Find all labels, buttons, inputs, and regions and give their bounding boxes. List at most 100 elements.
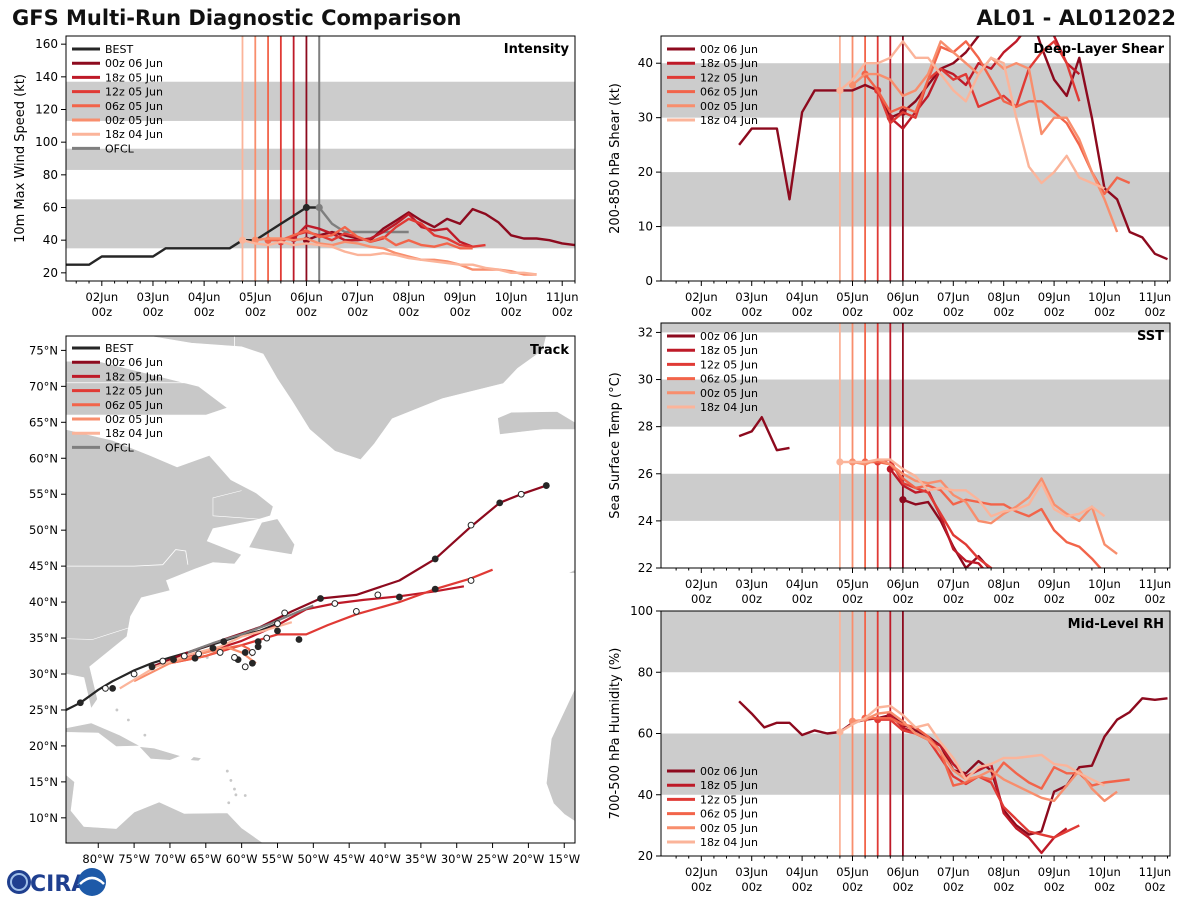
rh-xtick-label-hour: 00z (993, 880, 1014, 894)
sst-xtick-label-date: 07Jun (937, 577, 970, 591)
track-point-filled-4 (209, 644, 217, 652)
track-legend-entry-ofcl: OFCL (105, 441, 135, 454)
sst-title: SST (1137, 329, 1164, 344)
track-land-10 (189, 756, 203, 762)
sst-ytick-label: 28 (638, 420, 653, 434)
shear-xtick-label-hour: 00z (943, 305, 964, 319)
rh-xtick-label-date: 09Jun (1038, 865, 1071, 879)
sst-xtick-label-hour: 00z (1094, 592, 1115, 606)
track-island-7 (234, 793, 238, 797)
sst-series-06z-05-jun-4 (865, 460, 1102, 568)
sst-xtick-label-hour: 00z (943, 592, 964, 606)
intensity-series-18z-05-jun-3 (292, 212, 474, 248)
track-title: Track (530, 343, 569, 358)
shear-xtick-label-date: 03Jun (735, 290, 768, 304)
track-point-open-12 (374, 591, 382, 599)
track-point-open-11 (331, 600, 339, 607)
cira-logo: CIRA (7, 868, 106, 897)
sst-legend-entry-18z-05-jun: 18z 05 Jun (700, 344, 758, 357)
sst-xtick-label-hour: 00z (741, 592, 762, 606)
track-island-3 (143, 733, 147, 737)
track-land-5 (66, 722, 141, 747)
panel-track: 80°W 75°W 70°W 65°W 60°W 55°W 50°W 45°W 40°W 35°W… (29, 335, 580, 866)
track-point-open-13 (352, 608, 360, 615)
shear-legend-entry-06z-05-jun: 06z 05 Jun (700, 86, 758, 99)
sst-xtick-label-hour: 00z (993, 592, 1014, 606)
track-ytick-label: 10°N (29, 811, 58, 825)
track-xtick-label: 50°W (297, 852, 329, 866)
rh-xtick-label-hour: 00z (842, 880, 863, 894)
rh-xtick-label-date: 03Jun (735, 865, 768, 879)
intensity-xtick-label-hour: 00z (245, 305, 266, 319)
track-point-open-10 (281, 609, 289, 617)
intensity-xtick-label-hour: 00z (143, 305, 164, 319)
sst-legend-entry-12z-05-jun: 12z 05 Jun (700, 358, 758, 371)
shear-ytick-label: 0 (645, 274, 653, 288)
rh-xtick-label-date: 11Jun (1139, 865, 1172, 879)
track-land-7 (66, 774, 264, 843)
track-ytick-label: 55°N (29, 487, 58, 501)
intensity-band-2 (66, 81, 575, 121)
sst-legend-entry-18z-04-jun: 18z 04 Jun (700, 401, 758, 414)
intensity-legend-entry-18z-04-jun: 18z 04 Jun (105, 128, 163, 141)
track-point-filled-18 (220, 638, 228, 646)
intensity-xtick-label-hour: 00z (501, 305, 522, 319)
shear-title: Deep-Layer Shear (1033, 42, 1164, 57)
track-point-filled-0 (76, 699, 84, 707)
track-island-1 (115, 708, 119, 712)
shear-xtick-label-hour: 00z (993, 305, 1014, 319)
track-legend-entry-best: BEST (105, 342, 133, 355)
track-xtick-label: 35°W (405, 852, 437, 866)
track-island-6 (233, 787, 236, 791)
track-point-open-3 (180, 652, 188, 660)
rh-xtick-label-hour: 00z (1044, 880, 1065, 894)
shear-ytick-label: 30 (638, 111, 653, 125)
track-xtick-label: 70°W (154, 852, 186, 866)
track-point-open-9 (274, 620, 281, 628)
track-island-9 (243, 794, 247, 797)
intensity-xtick-label-date: 10Jun (495, 290, 528, 304)
track-xtick-label: 30°W (441, 852, 473, 866)
rh-legend-entry-06z-05-jun: 06z 05 Jun (700, 808, 758, 821)
track-xtick-label: 40°W (369, 852, 401, 866)
rh-ytick-label: 20 (638, 849, 653, 863)
intensity-xtick-label-date: 11Jun (546, 290, 579, 304)
shear-xtick-label-date: 04Jun (786, 290, 819, 304)
track-point-filled-8 (254, 643, 262, 651)
rh-legend-entry-18z-04-jun: 18z 04 Jun (700, 836, 758, 849)
rh-plot-area (661, 611, 1170, 856)
track-ytick-label: 20°N (29, 739, 58, 753)
intensity-ylabel: 10m Max Wind Speed (kt) (13, 74, 28, 243)
shear-xtick-label-hour: 00z (1094, 305, 1115, 319)
intensity-xtick-label-date: 06Jun (290, 290, 323, 304)
track-land-1 (248, 518, 296, 555)
track-land-0 (66, 336, 274, 710)
sst-series-12z-05-jun-3 (877, 458, 993, 568)
rh-title: Mid-Level RH (1068, 617, 1164, 632)
panel-sst: 22242628303202Jun00z03Jun00z04Jun00z05Ju… (608, 322, 1171, 606)
track-border-labrador (212, 490, 263, 520)
intensity-legend-entry-00z-06-jun: 00z 06 Jun (105, 57, 163, 70)
track-land-4 (497, 411, 575, 435)
track-border-state (66, 626, 131, 640)
track-legend-entry-18z-04-jun: 18z 04 Jun (105, 427, 163, 440)
shear-xtick-label-hour: 00z (893, 305, 914, 319)
rh-band-0 (661, 733, 1170, 795)
track-point-open-2 (159, 657, 167, 665)
rh-xtick-label-hour: 00z (1094, 880, 1115, 894)
rh-ytick-label: 80 (638, 665, 653, 679)
sst-band-2 (661, 323, 1170, 333)
intensity-xtick-label-date: 02Jun (86, 290, 119, 304)
rh-legend-entry-00z-06-jun: 00z 06 Jun (700, 765, 758, 778)
sst-xtick-label-date: 02Jun (685, 577, 718, 591)
track-ytick-label: 15°N (29, 775, 58, 789)
shear-xtick-label-date: 06Jun (887, 290, 920, 304)
track-xtick-label: 75°W (118, 852, 150, 866)
shear-xtick-label-date: 09Jun (1038, 290, 1071, 304)
track-ytick-label: 30°N (29, 667, 58, 681)
intensity-ytick-label: 40 (43, 233, 58, 247)
intensity-marker-18z-04-jun (238, 236, 247, 244)
track-border-nunavut (212, 336, 235, 459)
rh-legend-entry-12z-05-jun: 12z 05 Jun (700, 793, 758, 806)
track-point-open-6 (241, 663, 249, 671)
